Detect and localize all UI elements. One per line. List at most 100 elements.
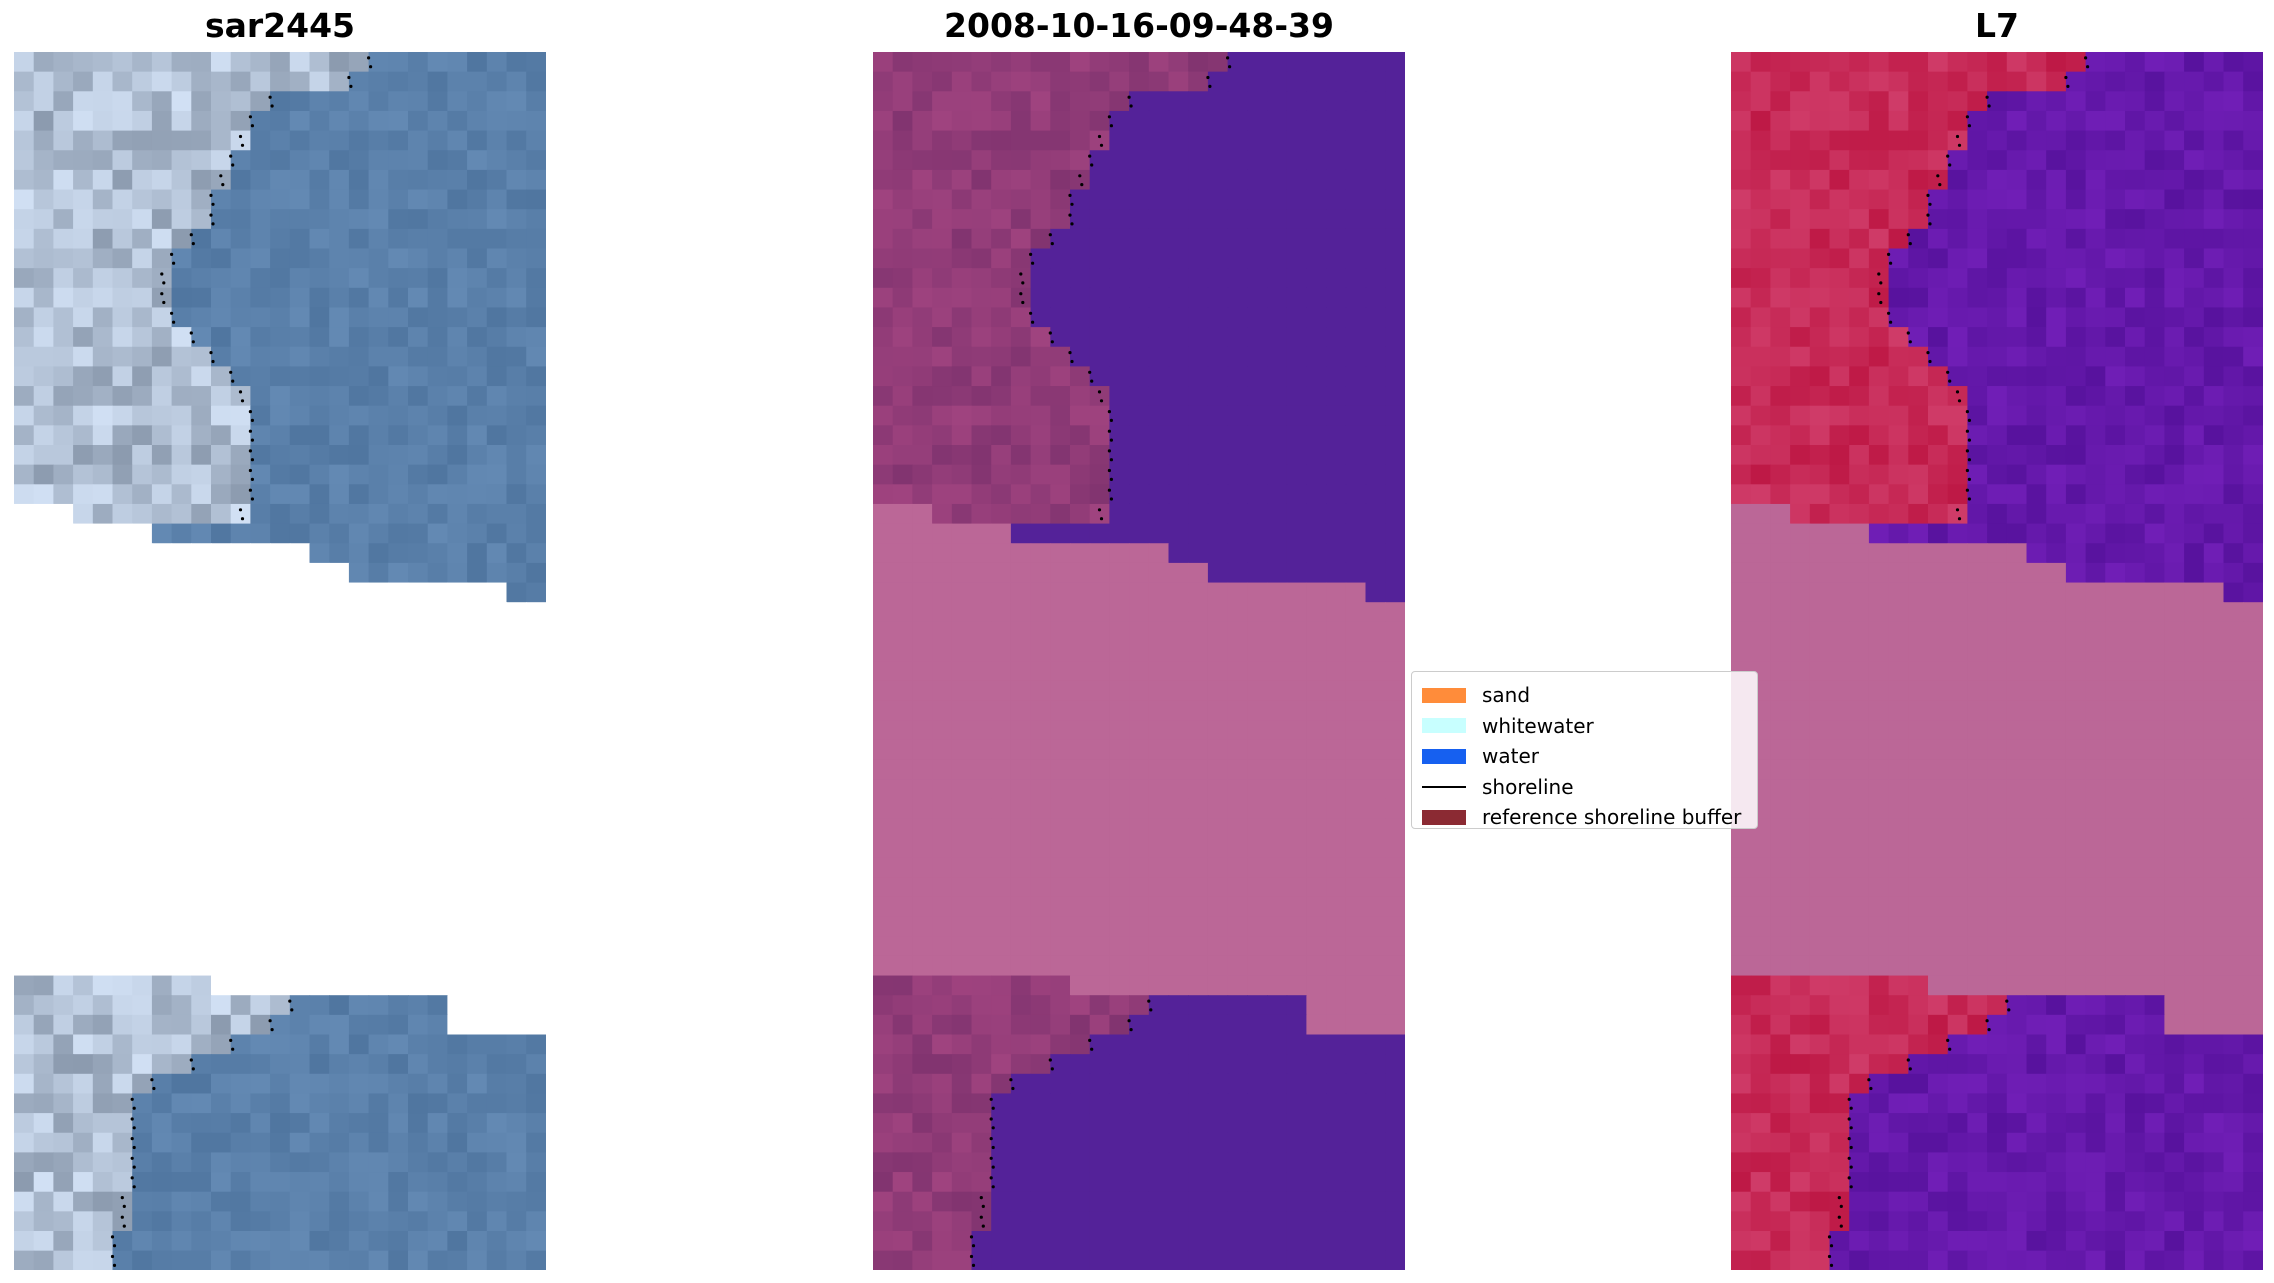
shoreline-point [209,351,213,355]
shoreline-point [240,143,245,147]
shoreline-point [1889,261,1893,265]
falsecolor-image [1731,52,2263,1270]
shoreline-point [248,449,252,453]
shoreline-point [1109,458,1113,462]
shoreline-point [1127,1019,1131,1023]
legend-item-water: water [1422,741,1747,772]
shoreline-point [1879,281,1883,285]
shoreline-point [120,1215,124,1219]
shoreline-point [152,1086,156,1091]
shoreline-point [1088,370,1092,374]
shoreline-point [1849,1126,1853,1130]
shoreline-point [1926,193,1930,197]
shoreline-point [250,124,254,128]
shoreline-point [268,95,272,99]
shoreline-point [1987,104,1991,108]
reference-buffer-swatch [1422,809,1466,825]
shoreline-point [209,213,213,217]
shoreline-point [1031,320,1035,324]
shoreline-point [110,1235,115,1239]
shoreline-point [2086,65,2090,69]
shoreline-point [1107,410,1111,414]
shoreline-point [250,418,254,422]
shoreline-point [969,1254,974,1259]
shoreline-point [1031,261,1035,265]
shoreline-point [2007,1008,2011,1012]
shoreline-point [132,1145,136,1150]
shoreline-point [160,292,164,296]
shoreline-point [1965,468,1969,473]
shoreline-point [2066,84,2070,88]
shoreline-point [231,379,235,383]
shoreline-point [1206,75,1210,80]
shoreline-point [347,75,351,80]
shoreline-point [160,272,164,276]
shoreline-point [132,1185,136,1189]
shoreline-point [991,1106,995,1110]
shoreline-point [1129,104,1133,108]
legend-item-shoreline: shoreline [1422,772,1747,803]
shoreline-point [1967,458,1971,462]
shoreline-point [1070,202,1074,206]
shoreline-point [1837,1196,1841,1200]
shoreline-point [979,1215,983,1219]
shoreline-point [229,370,233,374]
shoreline-point [1107,468,1111,473]
shoreline-point [1957,517,1962,521]
shoreline-point [130,1156,134,1160]
shoreline-point [1847,1176,1851,1180]
shoreline-point [1887,311,1891,315]
shoreline-point [209,193,213,197]
shoreline-point [189,1058,193,1062]
shoreline-point [1955,390,1960,394]
shoreline-point [270,104,274,108]
shoreline-point [130,1117,134,1121]
shoreline-point [1021,281,1025,285]
shoreline-point [1849,1145,1853,1150]
shoreline-point [1849,1165,1853,1169]
shoreline-point [1869,1086,1873,1091]
shoreline-point [162,281,166,285]
shoreline-point [1946,370,1950,374]
shoreline-point [981,1204,985,1208]
shoreline-point [1029,311,1033,315]
shoreline-point [1011,1086,1015,1091]
shoreline-point [1948,379,1952,383]
shoreline-point [1928,202,1932,206]
shoreline-point [1099,143,1104,147]
legend-item-reference-buffer: reference shoreline buffer [1422,802,1747,833]
shoreline-point [1080,183,1084,187]
shoreline-point [989,1156,993,1160]
shoreline-point [1955,508,1960,512]
shoreline-point [191,242,195,246]
shoreline-point [1090,163,1094,167]
shoreline-point [989,1137,993,1141]
shoreline-point [1926,351,1930,355]
shoreline-point [1957,399,1962,403]
panel-title-l7: L7 [1975,6,2019,45]
shoreline-point [238,390,243,394]
shoreline-point [238,508,243,512]
panel-title-sar: sar2445 [204,6,356,45]
legend-item-whitewater: whitewater [1422,711,1747,742]
sand-swatch [1422,687,1466,703]
shoreline-point [1226,56,1230,60]
shoreline-point [971,1244,976,1248]
shoreline-point [130,1176,134,1180]
shoreline-point [2064,75,2068,80]
shoreline-point [229,154,233,158]
shoreline-point [1987,1028,1991,1032]
shoreline-point [971,1263,976,1267]
shoreline-point [1847,1097,1851,1101]
shoreline-point [349,84,353,88]
shoreline-point [1906,1058,1910,1062]
shoreline-point [989,1097,993,1101]
shoreline-point [369,65,373,69]
shoreline-point [1050,1067,1054,1071]
shoreline-point [240,399,245,403]
shoreline-point [1889,320,1893,324]
shoreline-point [270,1028,274,1032]
shoreline-point [1088,154,1092,158]
shoreline-point [1827,1254,1832,1259]
whitewater-swatch [1422,718,1466,734]
